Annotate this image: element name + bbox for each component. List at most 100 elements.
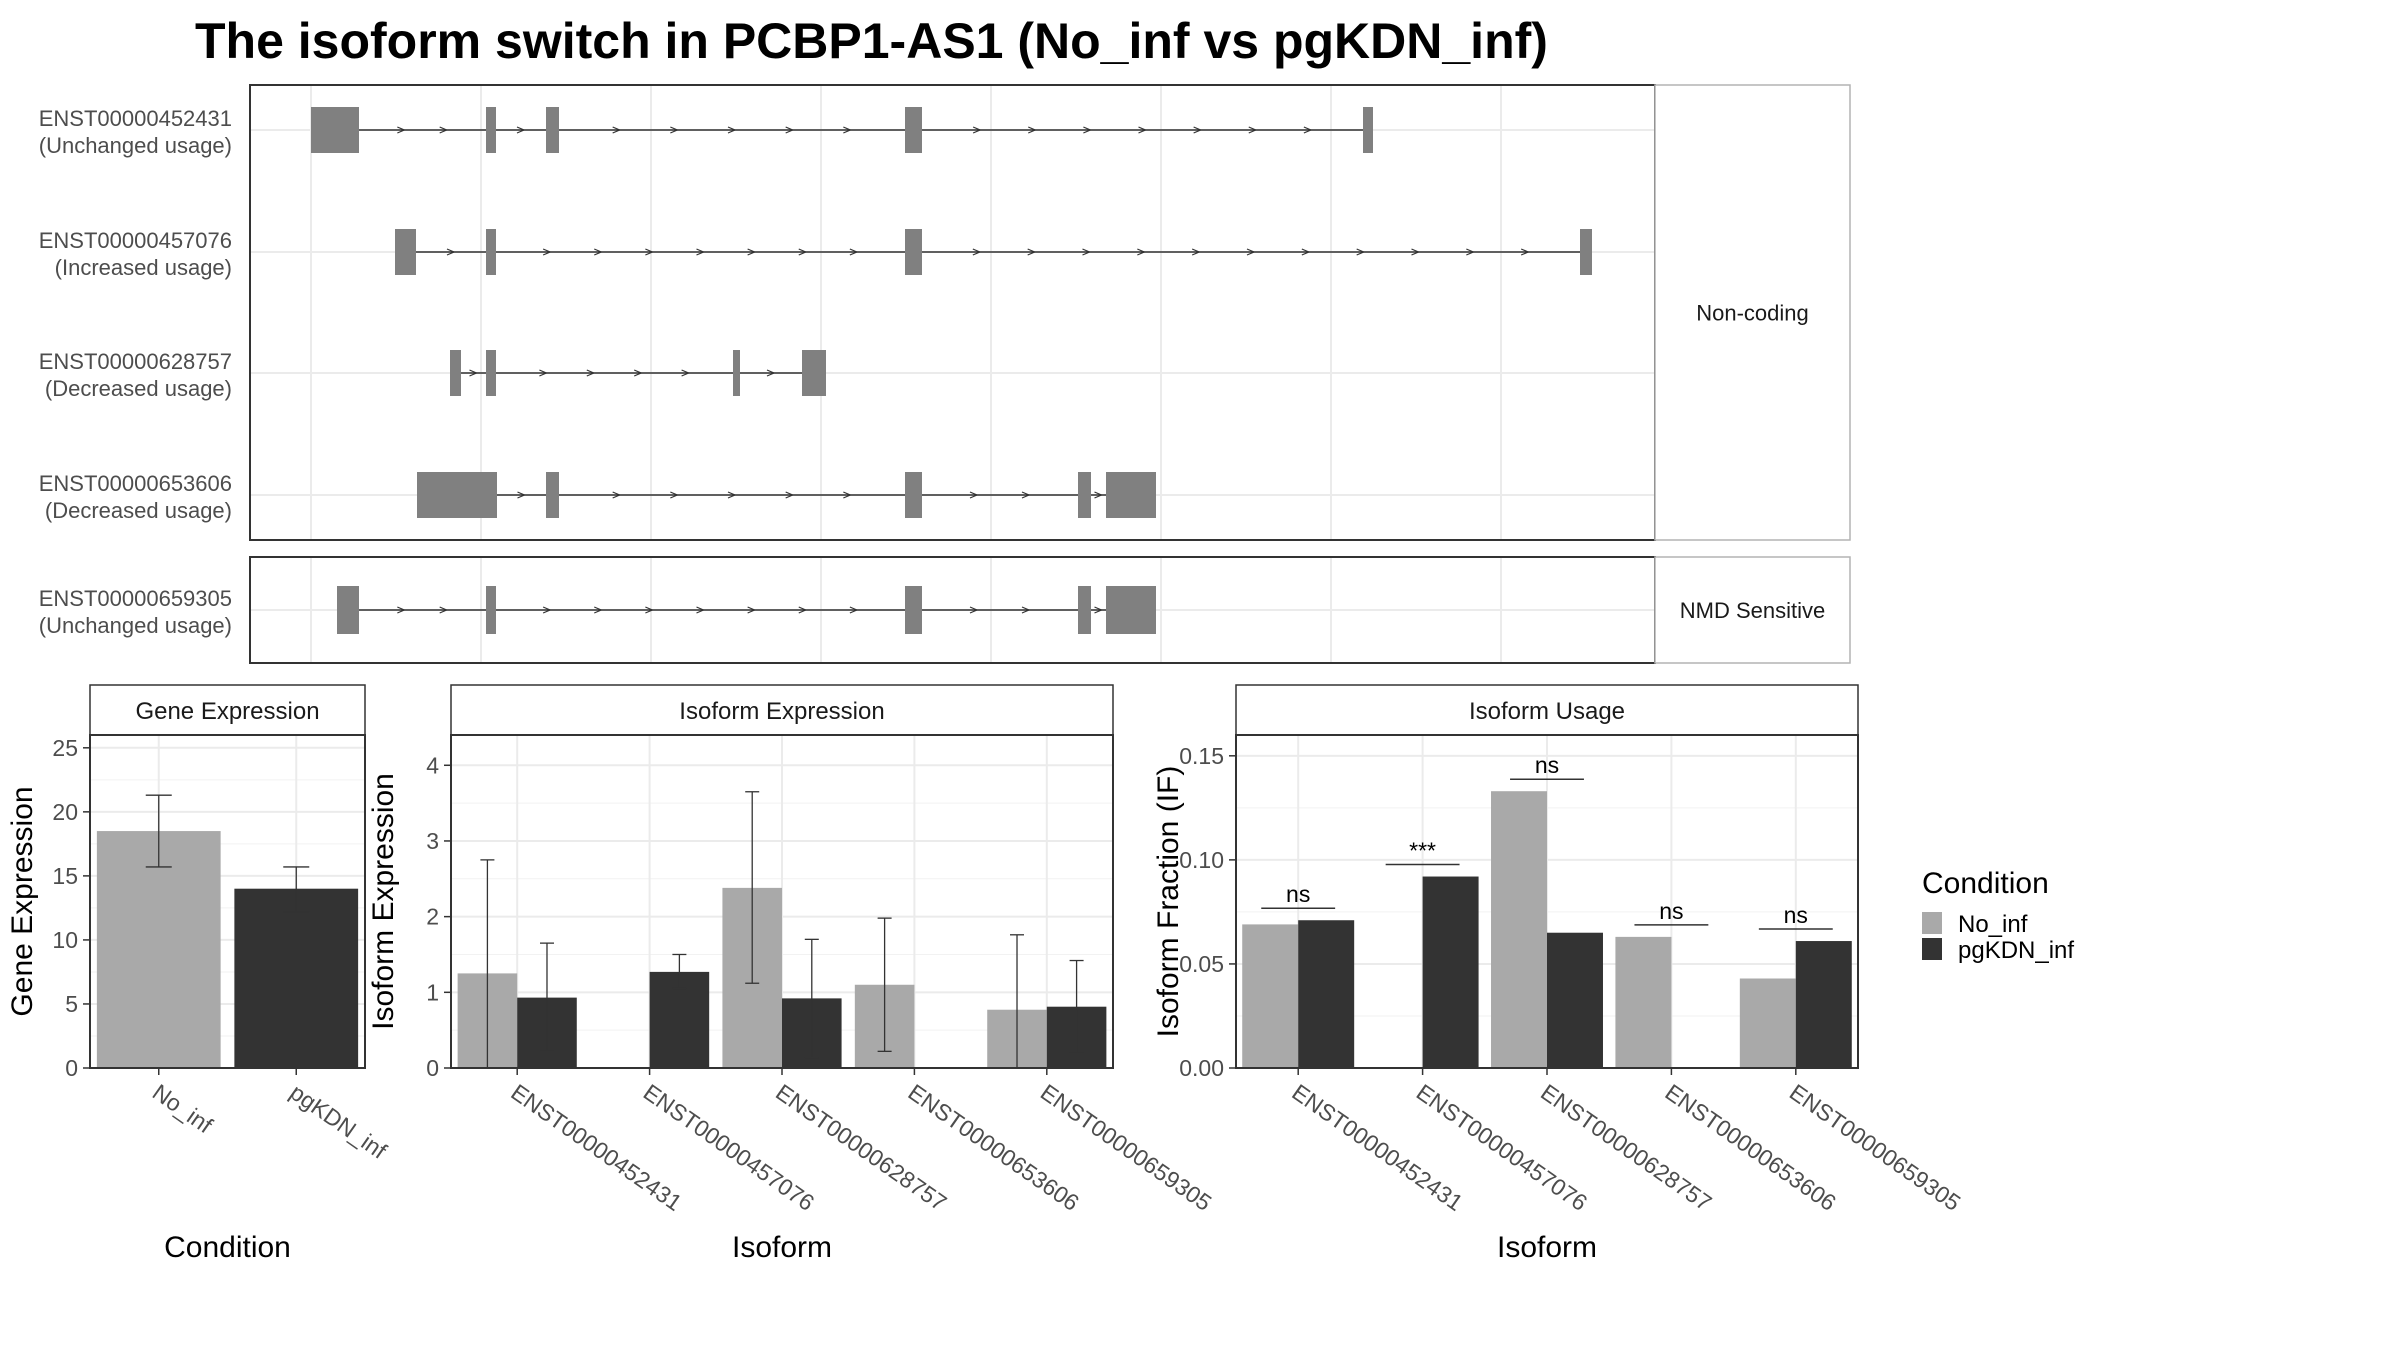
bar-no-inf [1739, 978, 1796, 1068]
exon-block [486, 586, 496, 634]
intron-arrow [696, 606, 706, 614]
exon-block [486, 229, 496, 275]
facet-strip [89, 684, 366, 736]
facet-strip-label: Isoform Usage [1469, 698, 1625, 725]
plot-border [89, 734, 366, 1069]
y-tick-label: 0.15 [1179, 743, 1224, 769]
transcript-usage-label: (Increased usage) [55, 255, 232, 280]
legend-title: Condition [1922, 867, 2049, 900]
facet-strip-label: Isoform Expression [679, 698, 884, 725]
exon-block [1106, 472, 1156, 518]
intron-arrow [670, 491, 679, 499]
exon-block [905, 472, 922, 518]
transcript-usage-label: (Decreased usage) [45, 498, 232, 523]
y-axis-title: Gene Expression [6, 786, 39, 1016]
intron-arrow [594, 248, 603, 256]
bar-pgkdn-inf [1547, 932, 1603, 1068]
intron-arrow [612, 126, 622, 134]
legend-label-no-inf: No_inf [1958, 911, 2028, 938]
exon-block [546, 107, 559, 153]
bar-no-inf [1615, 936, 1672, 1068]
exon-block [1078, 472, 1091, 518]
significance-label: *** [1409, 838, 1436, 864]
intron-arrow [439, 126, 449, 134]
bar-pgkdn-inf [1422, 876, 1479, 1068]
intron-arrow [539, 369, 548, 377]
intron-arrow [397, 606, 406, 614]
y-tick-label: 1 [426, 979, 439, 1005]
plot-border [1235, 734, 1859, 1069]
bar-no-inf [1491, 791, 1547, 1068]
intron-arrow [972, 248, 982, 256]
intron-arrow [727, 126, 737, 134]
intron-arrow [1028, 126, 1037, 134]
intron-arrow [516, 126, 526, 134]
intron-arrow [1094, 606, 1104, 614]
intron-arrow [1246, 248, 1256, 256]
intron-arrow [586, 369, 596, 377]
gene-expression-chart: Gene Expression 0 5 10 15 20 25 No_inf pgKDN_inf… [6, 684, 392, 1264]
intron-arrow [969, 606, 979, 614]
intron-arrow [849, 248, 859, 256]
intron-arrow [670, 126, 679, 134]
intron-arrow [542, 248, 552, 256]
legend-label-pgkdn-inf: pgKDN_inf [1958, 937, 2074, 964]
y-tick-label: 15 [52, 863, 78, 889]
intron-arrow [843, 126, 852, 134]
intron-arrow [1520, 248, 1530, 256]
x-tick-label: No_inf [148, 1079, 218, 1139]
transcript-id-label: ENST00000457076 [39, 228, 232, 253]
transcript-id-label: ENST00000452431 [39, 106, 232, 131]
significance-label: ns [1286, 881, 1310, 907]
exon-block [337, 586, 347, 634]
intron-arrow [1137, 248, 1146, 256]
significance-label: ns [1535, 752, 1559, 778]
intron-arrow [727, 491, 737, 499]
intron-arrow [1021, 491, 1031, 499]
intron-arrow [517, 491, 527, 499]
structure-group-strip [1654, 556, 1851, 664]
intron-arrow [785, 126, 795, 134]
exon-block [486, 107, 496, 153]
intron-arrow [972, 126, 982, 134]
intron-arrow [645, 248, 654, 256]
exon-block [1078, 586, 1091, 634]
bar-no-inf [1242, 924, 1299, 1068]
y-tick-label: 2 [426, 904, 439, 930]
intron-arrow [747, 606, 757, 614]
intron-arrow [594, 606, 603, 614]
exon-block [802, 350, 826, 396]
y-tick-label: 10 [52, 927, 78, 953]
y-tick-label: 0 [426, 1055, 439, 1081]
bar-pgkdn-inf [1298, 920, 1355, 1068]
exon-block [486, 350, 496, 396]
isoform-expression-chart: Isoform Expression01234ENST00000452431EN… [367, 684, 1216, 1264]
intron-arrow [681, 369, 691, 377]
intron-arrow [1248, 126, 1258, 134]
intron-arrow [849, 606, 859, 614]
y-tick-label: 5 [65, 991, 78, 1017]
intron-arrow [798, 606, 808, 614]
legend-swatch-pgkdn-inf [1922, 938, 1942, 960]
intron-arrow [612, 491, 622, 499]
intron-arrow [446, 248, 456, 256]
figure-title: The isoform switch in PCBP1-AS1 (No_inf … [195, 13, 1548, 69]
exon-block [905, 107, 922, 153]
exon-block [1363, 107, 1373, 153]
intron-arrow [633, 369, 643, 377]
x-axis-title: Condition [164, 1231, 291, 1264]
transcript-id-label: ENST00000659305 [39, 586, 232, 611]
legend-swatch-no-inf [1922, 912, 1942, 934]
y-tick-label: 25 [52, 735, 78, 761]
x-axis-title: Isoform [732, 1231, 832, 1264]
y-axis-title: Isoform Expression [367, 773, 400, 1030]
intron-arrow [766, 369, 776, 377]
y-tick-label: 0 [65, 1055, 78, 1081]
exon-block [395, 229, 416, 275]
intron-arrow [696, 248, 706, 256]
y-tick-label: 0.00 [1179, 1055, 1224, 1081]
transcript-usage-label: (Unchanged usage) [39, 133, 232, 158]
y-tick-label: 20 [52, 799, 78, 825]
y-tick-label: 4 [426, 752, 439, 778]
